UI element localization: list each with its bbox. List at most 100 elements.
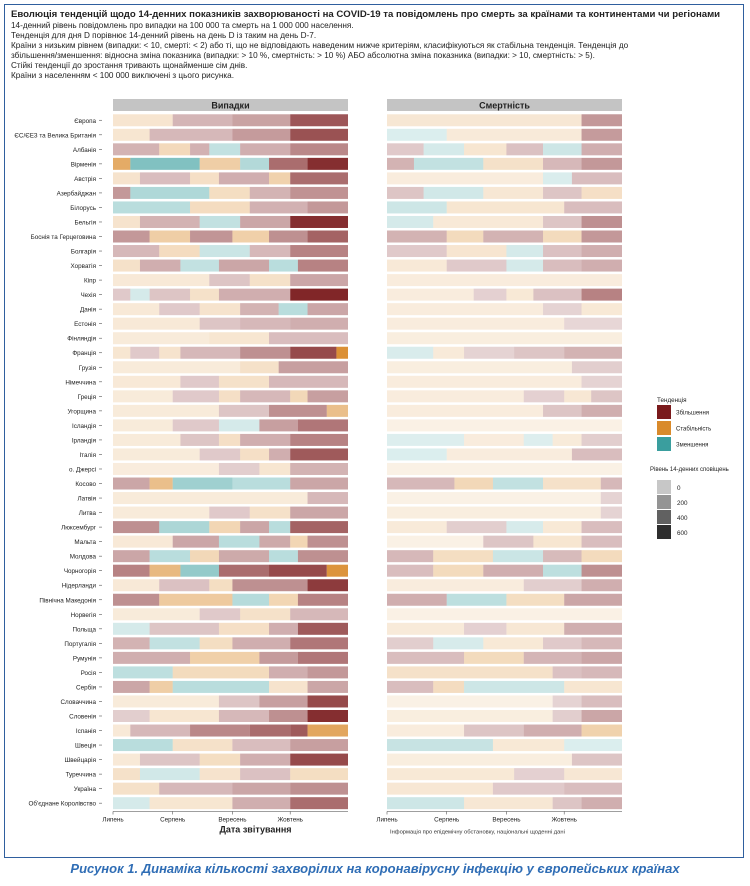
row-label: Люксембург — [61, 524, 97, 532]
heat-cell-cases — [269, 404, 327, 417]
heat-cell-cases — [113, 433, 181, 446]
heat-cell-deaths — [387, 303, 544, 316]
heat-cell-deaths — [581, 186, 622, 199]
heat-cell-cases — [249, 274, 291, 287]
heat-cell-cases — [139, 215, 200, 228]
heat-cell-cases — [113, 274, 210, 287]
heat-cell-cases — [290, 477, 348, 490]
heat-cell-cases — [113, 492, 308, 505]
heat-cell-deaths — [387, 506, 601, 519]
heat-cell-cases — [172, 739, 233, 752]
heat-cell-deaths — [600, 492, 622, 505]
heat-cell-deaths — [543, 477, 601, 490]
heat-cell-deaths — [581, 259, 622, 272]
heat-cell-cases — [149, 797, 233, 810]
heat-cell-deaths — [387, 535, 484, 548]
heat-cell-cases — [190, 201, 250, 214]
heat-cell-deaths — [483, 230, 544, 243]
heat-cell-cases — [290, 608, 348, 621]
heat-cell-cases — [232, 477, 291, 490]
heat-cell-cases — [232, 230, 270, 243]
heat-cell-deaths — [387, 608, 622, 621]
heat-cell-cases — [290, 346, 337, 359]
description-line-5: Стійкі тенденції до зростання тривають щ… — [11, 61, 248, 70]
heat-cell-cases — [232, 637, 291, 650]
heat-cell-cases — [209, 274, 250, 287]
heat-cell-cases — [269, 550, 298, 563]
heat-cell-cases — [290, 739, 348, 752]
heat-cell-cases — [232, 593, 270, 606]
x-tick-label: Жовтень — [551, 816, 577, 823]
heat-cell-cases — [249, 201, 308, 214]
row-label: Північна Македонія — [39, 596, 96, 604]
level-swatch — [657, 525, 671, 539]
heat-cell-deaths — [543, 245, 582, 258]
heat-cell-cases — [180, 433, 219, 446]
heat-cell-deaths — [552, 709, 582, 722]
heat-cell-cases — [290, 274, 348, 287]
heat-cell-cases — [113, 535, 173, 548]
heat-cell-deaths — [564, 622, 622, 635]
heat-cell-cases — [218, 433, 241, 446]
heat-cell-deaths — [523, 651, 582, 664]
heat-cell-deaths — [514, 346, 565, 359]
heat-cell-deaths — [387, 521, 447, 534]
heat-cell-cases — [149, 128, 233, 141]
heat-cell-deaths — [581, 521, 622, 534]
heat-cell-cases — [249, 506, 291, 519]
trend-heatmap-chart: Випадки Смертність Європа ЄС/ЄЕЗ та Велика … — [14, 99, 729, 835]
heat-cell-deaths — [543, 186, 582, 199]
heat-cell-deaths — [600, 477, 622, 490]
heat-cell-deaths — [387, 114, 582, 127]
figure-caption: Рисунок 1. Динаміка кількості захворілих… — [70, 861, 680, 876]
row-label: Ісландія — [72, 422, 96, 430]
heat-cell-cases — [290, 797, 348, 810]
heat-cell-deaths — [446, 448, 572, 461]
heat-cell-cases — [172, 680, 270, 693]
heat-cell-deaths — [492, 550, 544, 563]
heat-cell-deaths — [387, 448, 447, 461]
heat-cell-cases — [259, 695, 308, 708]
heat-cell-cases — [307, 157, 348, 170]
row-label: Італія — [79, 451, 96, 459]
heat-cell-deaths — [506, 622, 565, 635]
heat-cell-cases — [172, 666, 270, 679]
heat-cell-deaths — [581, 579, 622, 592]
heat-cell-deaths — [387, 274, 622, 287]
heat-cell-deaths — [564, 201, 622, 214]
heat-cell-cases — [269, 622, 298, 635]
heat-cell-cases — [159, 143, 191, 156]
heat-cell-deaths — [543, 230, 582, 243]
heat-cell-cases — [172, 419, 219, 432]
heat-cell-cases — [307, 390, 348, 403]
heat-cell-deaths — [387, 666, 553, 679]
heat-cell-cases — [232, 797, 291, 810]
heat-cell-deaths — [387, 128, 447, 141]
row-label: о. Джерсі — [69, 465, 96, 473]
heat-cell-deaths — [543, 157, 582, 170]
heat-cell-cases — [190, 230, 233, 243]
heat-cell-cases — [290, 186, 348, 199]
heat-cell-cases — [232, 114, 291, 127]
heat-cell-cases — [218, 375, 270, 388]
heat-cell-deaths — [446, 521, 507, 534]
heat-cell-cases — [113, 521, 160, 534]
heat-cell-deaths — [581, 245, 622, 258]
heat-cell-deaths — [483, 564, 544, 577]
heat-cell-deaths — [387, 492, 601, 505]
heat-cell-cases — [336, 346, 348, 359]
row-label: Кіпр — [84, 277, 96, 285]
row-label: Данія — [80, 306, 96, 314]
heat-cell-cases — [240, 448, 270, 461]
heat-cell-cases — [199, 215, 241, 228]
heat-cell-deaths — [464, 680, 565, 693]
heat-cell-cases — [113, 201, 191, 214]
heat-cell-deaths — [387, 477, 455, 490]
heat-cell-deaths — [571, 172, 622, 185]
heat-cell-deaths — [543, 143, 582, 156]
heat-cell-deaths — [387, 593, 447, 606]
heat-cell-cases — [190, 724, 250, 737]
heat-cell-cases — [290, 245, 348, 258]
heat-cell-cases — [290, 390, 308, 403]
heat-cell-cases — [113, 724, 131, 737]
